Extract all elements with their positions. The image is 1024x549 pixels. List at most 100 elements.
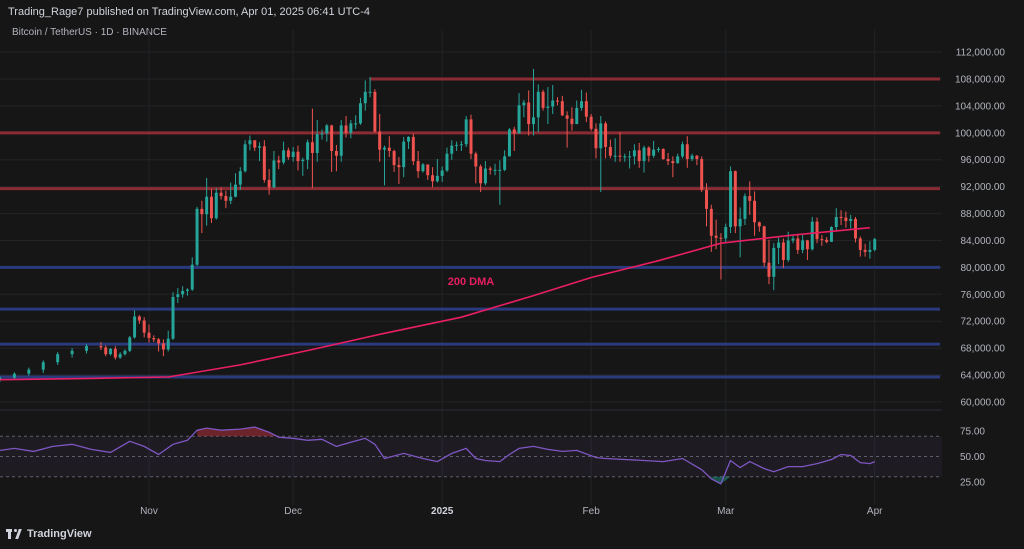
candle-body [205,196,209,215]
time-axis[interactable]: Nov Dec 2025 Feb Mar Apr [140,506,883,517]
candle [416,151,420,178]
candle-body [392,151,396,166]
candle [397,157,401,184]
candle [214,188,218,220]
candle [171,292,175,341]
price-tick-label: 60,000.00 [961,397,1006,408]
candle [181,286,185,298]
candle-series [0,68,877,382]
candle-body [748,196,752,201]
candle-body [200,208,204,215]
candle [733,170,737,234]
candle [133,310,137,339]
candle [503,150,507,172]
candle [229,182,233,205]
candle [320,129,324,140]
price-tick-label: 104,000.00 [955,101,1005,112]
candle-body [411,136,415,162]
candle [402,136,406,178]
candle [142,317,146,338]
candle-body [652,149,656,156]
candle [825,237,829,244]
candle-body [815,221,819,240]
candle [584,92,588,123]
candle-body [656,148,660,150]
candle-body [858,238,862,250]
price-tick-label: 92,000.00 [961,182,1006,193]
candle-body [344,125,348,133]
candle [517,93,521,134]
candle-body [157,339,161,344]
tradingview-logo[interactable]: TradingView [6,528,92,540]
candle-body [277,160,281,163]
candle [676,153,680,164]
candle-body [685,144,689,160]
candle-body [291,151,295,158]
candle-body [488,168,492,170]
candle-body [325,125,329,134]
candle-body [282,150,286,163]
candle-body [729,171,733,228]
candle [604,121,608,159]
candle-body [676,156,680,164]
candle [839,210,843,225]
price-axis[interactable]: 60,000.00 64,000.00 68,000.00 72,000.00 76,0… [955,48,1005,409]
candle [729,166,733,234]
candle [267,169,271,195]
candle [378,114,382,162]
candle-body [219,192,223,197]
candle-body [834,216,838,228]
candle-body [690,155,694,160]
candle-body [666,159,670,162]
candle-body [503,156,507,170]
candle-body [27,369,31,374]
ma-200-label: 200 DMA [448,276,495,288]
publisher-caption: Trading_Rage7 published on TradingView.c… [8,6,371,18]
candle-body [570,118,574,125]
candle-body [637,150,641,162]
candle [219,187,223,200]
candle [786,231,790,262]
candle [560,95,564,117]
candle-body [700,159,704,191]
candle [608,139,612,159]
candle-body [234,184,237,197]
candle [589,114,593,131]
candle-body [286,150,290,158]
candle-body [560,101,564,116]
candle [680,141,684,159]
candle [373,89,377,133]
candle-body [546,106,550,108]
candle [863,243,867,257]
candle-body [762,226,766,263]
candle-body [849,218,853,221]
candle-body [161,343,165,350]
price-tick-label: 88,000.00 [961,209,1006,220]
candle-body [777,242,781,248]
candle-body [118,354,122,358]
candle-body [724,227,728,239]
rsi-overbought-fill [197,427,279,437]
candle-body [310,142,314,154]
candle [844,211,848,228]
candle [719,233,723,280]
candle-body [868,249,872,252]
candle-body [185,289,189,291]
candle-body [70,350,74,355]
candle [349,120,353,139]
candle [632,144,636,165]
candle-body [407,136,411,142]
candle [767,239,771,285]
candle-body [137,316,141,321]
candle-body [0,377,2,380]
candle-body [671,161,675,164]
candle-body [479,166,483,184]
candle-body [387,147,391,151]
candle [580,89,584,111]
candle-body [272,160,276,188]
candle-body [440,170,444,176]
candle [363,80,367,111]
candle [493,163,497,176]
candle [431,167,435,188]
